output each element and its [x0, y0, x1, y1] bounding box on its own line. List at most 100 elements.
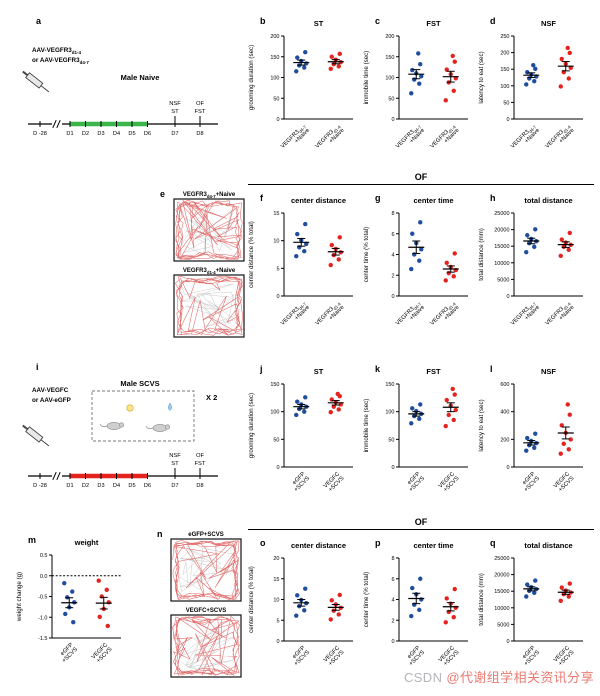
data-point [443, 98, 448, 103]
y-tick-label: -1.5 [38, 636, 47, 642]
data-point [444, 260, 449, 265]
data-point [532, 78, 537, 84]
data-point [104, 587, 109, 593]
y-tick-label: 100 [270, 410, 279, 416]
y-tick-label: 50 [388, 96, 394, 102]
y-tick-label: 200 [385, 34, 394, 40]
data-point [418, 576, 423, 581]
data-point [302, 248, 307, 254]
y-tick-label: 10 [273, 598, 279, 604]
y-tick-label: 5000 [497, 277, 509, 283]
data-point [444, 67, 449, 72]
data-point [444, 596, 449, 601]
y-axis-label: center distance (% total) [248, 566, 255, 633]
data-point [336, 407, 341, 412]
y-tick-label: 100 [385, 410, 394, 416]
data-point [524, 448, 529, 453]
arena-border [170, 614, 242, 678]
y-tick-label: 0 [391, 117, 394, 123]
panel-letter: e [160, 189, 165, 199]
data-point [294, 253, 299, 259]
day-label: D -28 [33, 483, 47, 489]
data-point [328, 617, 333, 622]
timeline-i: i AAV-VEGFC or AAV-eGFP Male SCVS X 2 D -28 D1… [22, 362, 218, 489]
panel-letter: d [490, 16, 496, 26]
day-label: D6 [144, 131, 151, 137]
of-section-header-1: OF [248, 167, 594, 185]
data-point [336, 64, 341, 69]
y-tick-label: 15 [273, 577, 279, 583]
virus-label: or AAV-VEGFR3d4-7 [32, 57, 89, 65]
timeline-a: a AAV-VEGFR3d1-4 or AAV-VEGFR3d4-7 Male Nai… [22, 16, 218, 137]
panel-q-scatter: q total distance 0 5000 10000 15000 20000 25000… [476, 536, 588, 694]
y-tick-label: 15000 [494, 244, 509, 250]
panel-letter: f [260, 193, 264, 203]
data-point [336, 257, 341, 262]
panel-letter: k [375, 364, 381, 374]
panel-o-scatter: o center distance 0 5 10 15 20 center distance … [246, 536, 358, 694]
data-point [533, 66, 538, 72]
scatter-plot-h: h total distance 0 5000 10000 15000 20000 25000… [478, 193, 583, 327]
mouse-icon [106, 422, 122, 430]
data-point [414, 408, 419, 414]
data-point [558, 451, 563, 456]
data-point [329, 242, 334, 248]
panel-n-tracking: n eGFP+SCVS VEGFC+SCVS [155, 526, 247, 690]
data-point [451, 274, 456, 279]
panel-letter: j [259, 364, 263, 374]
data-point [294, 613, 299, 618]
data-point [303, 49, 308, 55]
syringe-icon [22, 70, 50, 93]
y-axis-label: latency to eat (sec) [478, 399, 485, 451]
day-label: D1 [66, 483, 73, 489]
panel-letter: o [260, 538, 266, 548]
axis-break [52, 471, 57, 481]
data-point [565, 45, 570, 51]
data-point [524, 249, 529, 255]
data-point [105, 623, 110, 629]
arena-border [170, 538, 242, 602]
day-label: D8 [196, 483, 203, 489]
arena-border [173, 274, 245, 338]
tracking-title: VEGFR3d4-7+Naive [183, 192, 236, 199]
data-point [567, 581, 572, 586]
data-point [558, 253, 563, 259]
panel-title: total distance [524, 196, 572, 205]
axis-break [56, 119, 61, 129]
day-label: D5 [128, 483, 135, 489]
test-label: FST [195, 109, 206, 115]
of-label: OF [414, 172, 428, 182]
tracking-e: e VEGFR3d4-7+Naive VEGFR3d1-4+Naive [160, 189, 245, 338]
data-point [452, 392, 457, 397]
data-point [409, 421, 414, 426]
data-point [97, 614, 102, 620]
data-point [533, 578, 538, 583]
day-label: D3 [97, 483, 104, 489]
y-tick-label: 100 [500, 84, 509, 90]
y-tick-label: 0 [276, 294, 279, 300]
y-tick-label: 8 [391, 556, 394, 562]
watermark-handle: @代谢组学相关资讯分享 [446, 670, 594, 685]
data-point [106, 600, 111, 605]
data-point [410, 406, 415, 411]
y-axis-label: immobile time (sec) [363, 399, 370, 453]
data-point [451, 88, 456, 93]
data-point [532, 244, 537, 250]
data-point [409, 266, 414, 272]
y-tick-label: 6 [391, 577, 394, 583]
y-tick-label: 25000 [494, 556, 509, 562]
arena-border [173, 198, 245, 262]
panel-title: center distance [291, 196, 346, 205]
tracking-title: VEGFR3d1-4+Naive [183, 268, 236, 275]
panel-i-timeline: i AAV-VEGFC or AAV-eGFP Male SCVS X 2 D -28 D1… [10, 358, 245, 518]
data-point [409, 91, 414, 96]
panel-letter: n [157, 529, 163, 539]
track-trace [175, 275, 244, 336]
y-tick-label: 0 [276, 465, 279, 471]
data-point [559, 585, 564, 590]
data-point [561, 441, 566, 446]
